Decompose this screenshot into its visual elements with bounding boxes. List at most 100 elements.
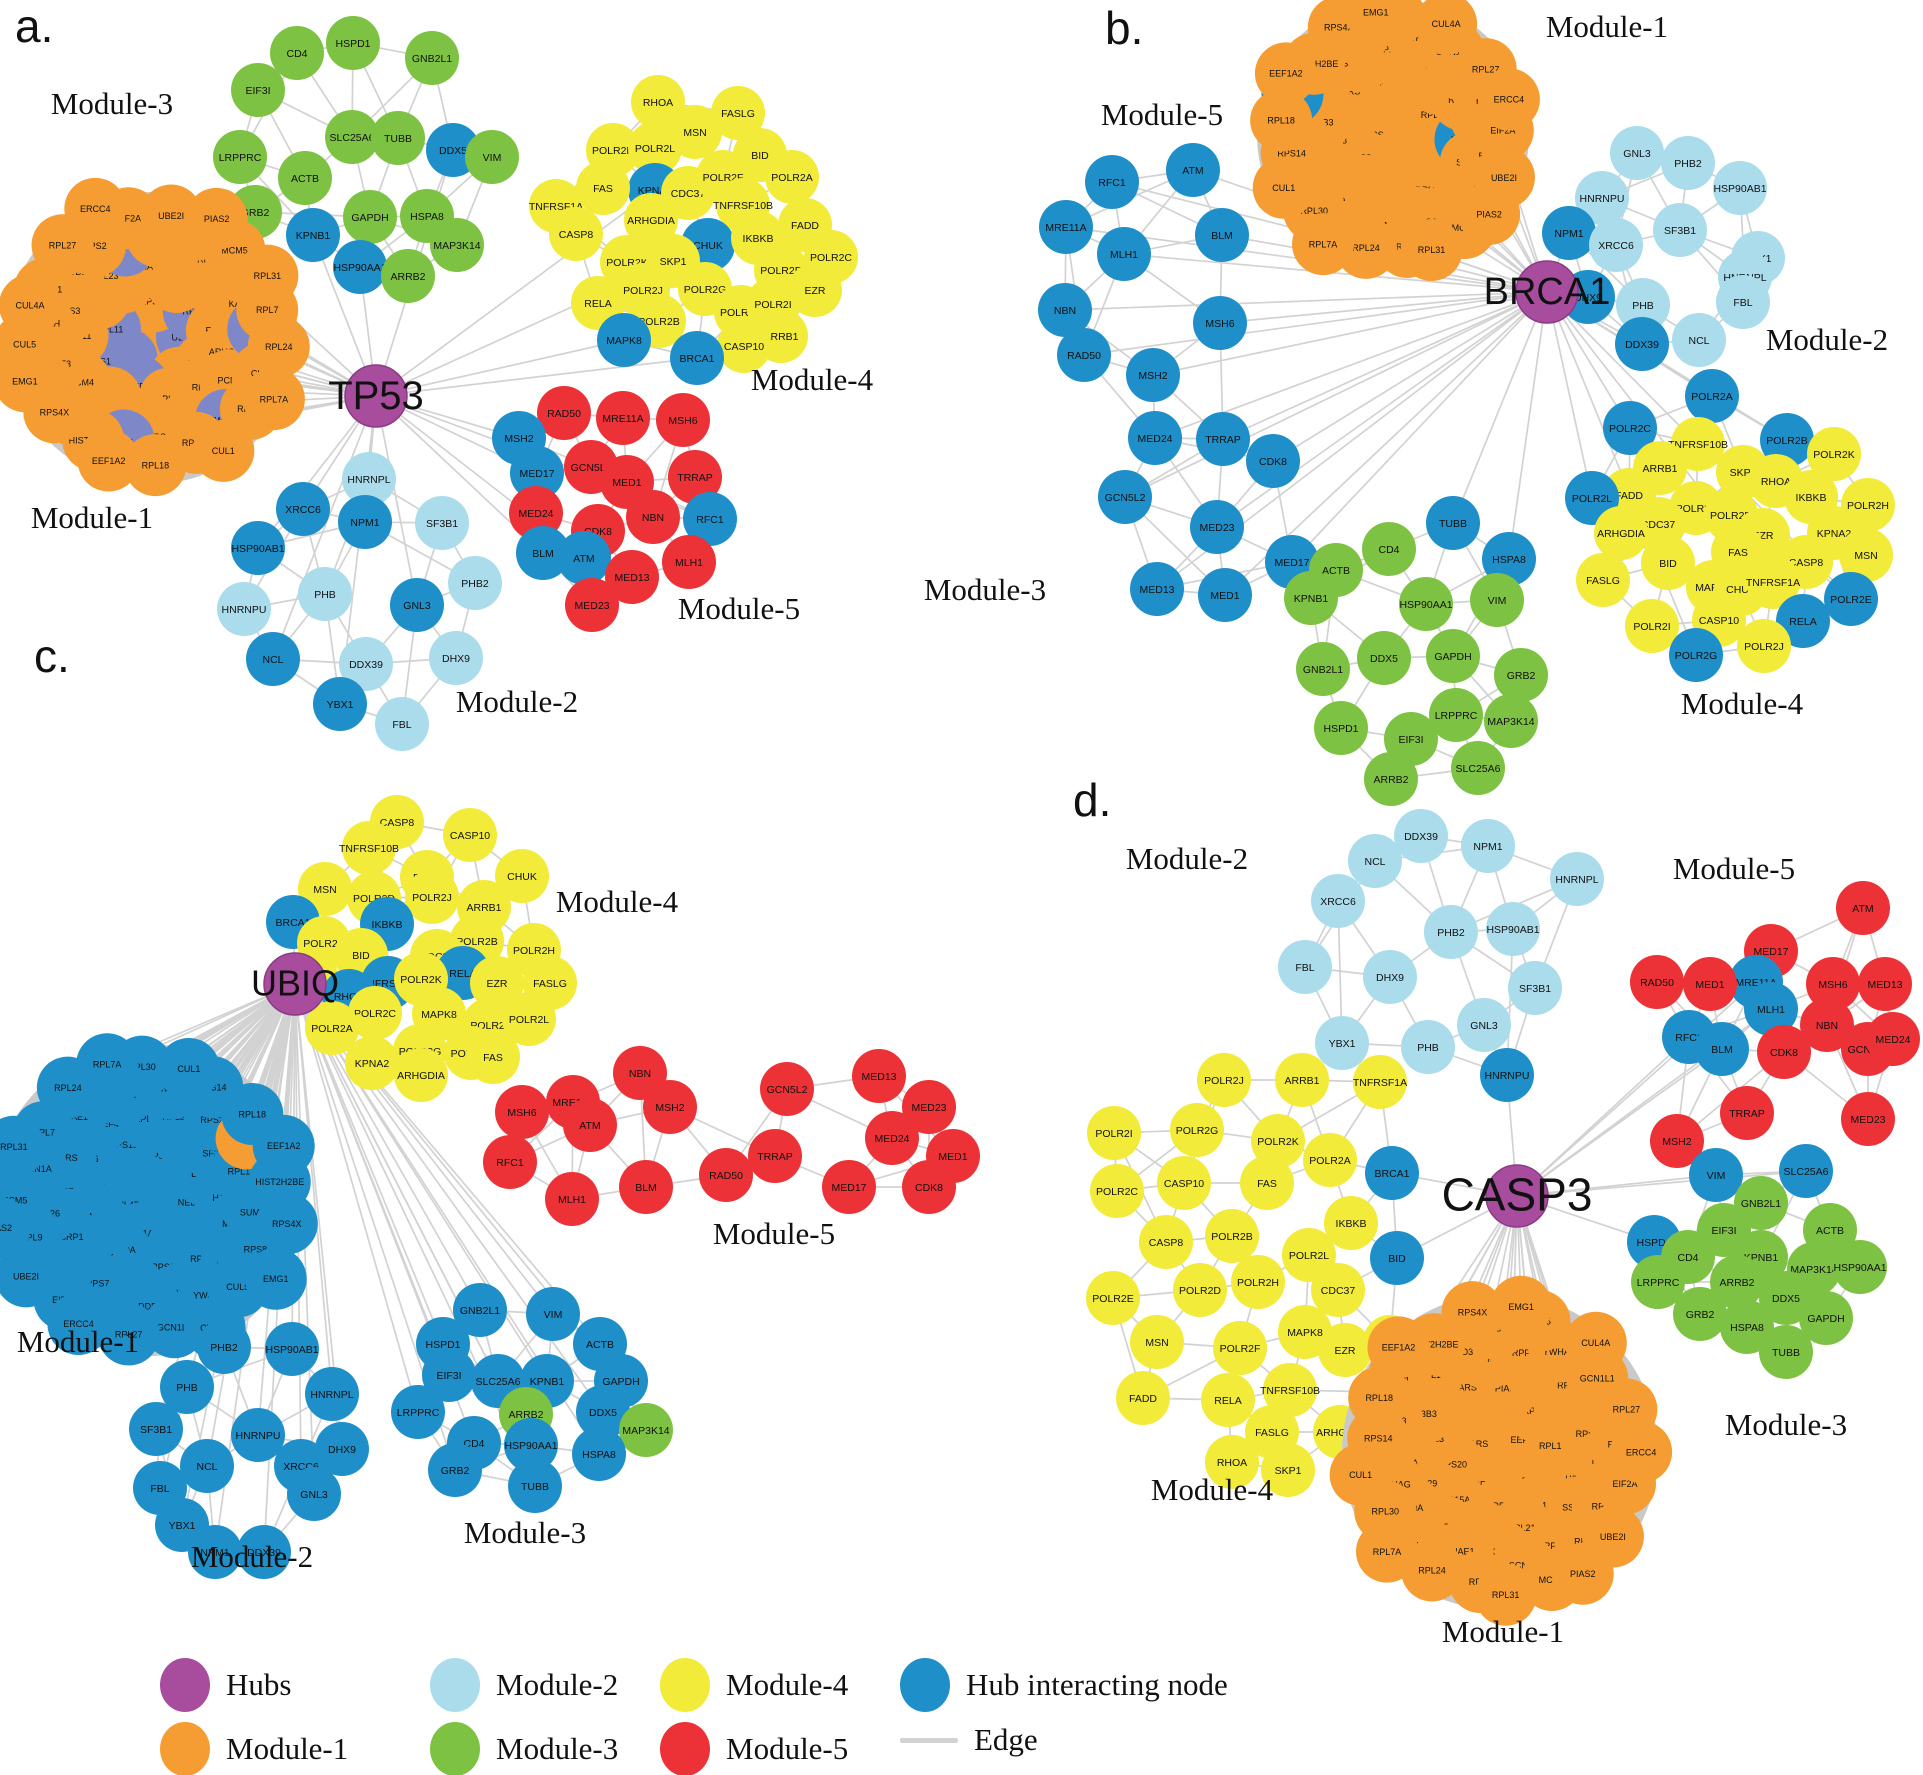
node-HSP90AA1: [1833, 1240, 1887, 1294]
node-CUL4A: [1564, 1311, 1627, 1374]
node-ATM: [563, 1098, 617, 1152]
node-label-TNFRSF10B: TNFRSF10B: [1668, 439, 1728, 451]
node-label-MSH2: MSH2: [504, 433, 533, 445]
legend-label: Edge: [974, 1722, 1038, 1757]
node-GNL3: [1457, 998, 1511, 1052]
edge: [1272, 291, 1548, 462]
legend-label: Module-1: [226, 1731, 349, 1766]
node-MED13: [605, 550, 659, 604]
node-label-MED1: MED1: [1695, 979, 1724, 991]
node-TRRAP: [748, 1129, 802, 1183]
node-DDX39: [1615, 317, 1669, 371]
node-label-FAS: FAS: [1257, 1178, 1277, 1190]
node-ARHGDIA: [624, 193, 678, 247]
node-ERCC4: [1610, 1421, 1673, 1484]
node-label-FAS: FAS: [483, 1052, 503, 1064]
node-MLH1: [1097, 227, 1151, 281]
node-label-CD4: CD4: [1677, 1252, 1698, 1264]
node-label-LRPPRC: LRPPRC: [1637, 1277, 1680, 1289]
node-label-TRRAP: TRRAP: [1205, 434, 1241, 446]
node-label-NBN: NBN: [642, 512, 664, 524]
node-PIAS2: [0, 1196, 31, 1259]
node-label-DHX9: DHX9: [442, 653, 470, 665]
node-XRCC6: [1311, 874, 1365, 928]
module-title-b-module-1: Module-1: [1546, 9, 1668, 44]
node-POLR2E: [1086, 1271, 1140, 1325]
node-label-LRPPRC: LRPPRC: [397, 1407, 440, 1419]
node-label-VIM: VIM: [544, 1309, 563, 1321]
node-EMG1: [1490, 1275, 1553, 1338]
node-label-POLR2E: POLR2E: [1092, 1293, 1133, 1305]
node-EIF3I: [422, 1348, 476, 1402]
node-PHB2: [448, 556, 502, 610]
node-label-MAPK8: MAPK8: [606, 335, 642, 347]
node-IKBKB: [1324, 1196, 1378, 1250]
node-label-GCN5L2: GCN5L2: [1105, 492, 1146, 504]
node-label-EIF2A: EIF2A: [116, 214, 141, 224]
node-FBL: [1278, 940, 1332, 994]
node-label-SSRP1: SSRP1: [54, 1232, 84, 1242]
node-label-ATM: ATM: [1852, 903, 1873, 915]
node-label-UBE2I: UBE2I: [158, 211, 184, 221]
node-KPNA2: [345, 1036, 399, 1090]
node-label-POLR2A: POLR2A: [1691, 391, 1732, 403]
node-HSPA8: [572, 1427, 626, 1481]
node-label-MED17: MED17: [1274, 557, 1309, 569]
node-DDX5: [1759, 1271, 1813, 1325]
node-label-POLR2I: POLR2I: [1633, 621, 1670, 633]
node-label-CASP8: CASP8: [1789, 557, 1824, 569]
node-label-MED13: MED13: [1139, 584, 1174, 596]
node-label-MSH6: MSH6: [1818, 979, 1847, 991]
node-POLR2J: [405, 870, 459, 924]
node-label-SF3B3: SF3B3: [1409, 1409, 1437, 1419]
node-MED13: [1858, 957, 1912, 1011]
node-label-EZR: EZR: [805, 285, 826, 297]
edge: [1516, 1048, 1723, 1197]
node-label-FADD: FADD: [791, 220, 819, 232]
node-label-RPL24: RPL24: [54, 1083, 82, 1093]
node-label-CUL5: CUL5: [13, 339, 36, 349]
node-MED17: [510, 446, 564, 500]
node-label-EMG1: EMG1: [12, 376, 38, 386]
node-RPL7A: [1292, 213, 1355, 276]
node-label-POLR2H: POLR2H: [1847, 500, 1889, 512]
node-MRE11A: [596, 391, 650, 445]
node-POLR2K: [1251, 1114, 1305, 1168]
node-DHX9: [429, 631, 483, 685]
node-label-SKP1: SKP1: [1275, 1465, 1302, 1477]
node-RFC1: [683, 492, 737, 546]
node-RHOA: [631, 75, 685, 129]
legend-label: Module-5: [726, 1731, 849, 1766]
node-label-GAPDH: GAPDH: [602, 1376, 639, 1388]
node-label-SF3B1: SF3B1: [140, 1424, 172, 1436]
node-label-GNB2L1: GNB2L1: [1741, 1198, 1781, 1210]
legend-item-edge: Edge: [900, 1722, 1038, 1758]
node-label-YBX1: YBX1: [1329, 1038, 1356, 1050]
node-label-CUL1: CUL1: [1272, 183, 1295, 193]
node-label-KPNA2: KPNA2: [1817, 528, 1852, 540]
node-label-RPL31: RPL31: [254, 271, 282, 281]
node-label-GCN5L2: GCN5L2: [571, 462, 612, 474]
node-HNRNPU: [231, 1408, 285, 1462]
node-label-MSN: MSN: [313, 884, 336, 896]
edge: [1508, 291, 1548, 560]
node-label-CUL5: CUL5: [226, 1282, 249, 1292]
node-FAS: [1240, 1156, 1294, 1210]
node-label-POLR2C: POLR2C: [1096, 1186, 1138, 1198]
node-label-SLC25A6: SLC25A6: [330, 132, 375, 144]
node-label-RELA: RELA: [1214, 1395, 1241, 1407]
node-label-HSPD1: HSPD1: [335, 38, 370, 50]
node-label-MLH1: MLH1: [675, 557, 703, 569]
node-MLH1: [1744, 982, 1798, 1036]
node-label-HSPD1: HSPD1: [425, 1339, 460, 1351]
node-label-POLR2B: POLR2B: [456, 936, 497, 948]
node-MED24: [509, 486, 563, 540]
node-MED23: [1190, 500, 1244, 554]
node-MAPK8: [597, 313, 651, 367]
node-VIM: [526, 1287, 580, 1341]
node-HSPA8: [1482, 532, 1536, 586]
node-MED23: [902, 1080, 956, 1134]
node-label-CASP8: CASP8: [380, 817, 415, 829]
node-YBX1: [1315, 1016, 1369, 1070]
node-label-TNFRSF1A: TNFRSF1A: [1353, 1077, 1407, 1089]
